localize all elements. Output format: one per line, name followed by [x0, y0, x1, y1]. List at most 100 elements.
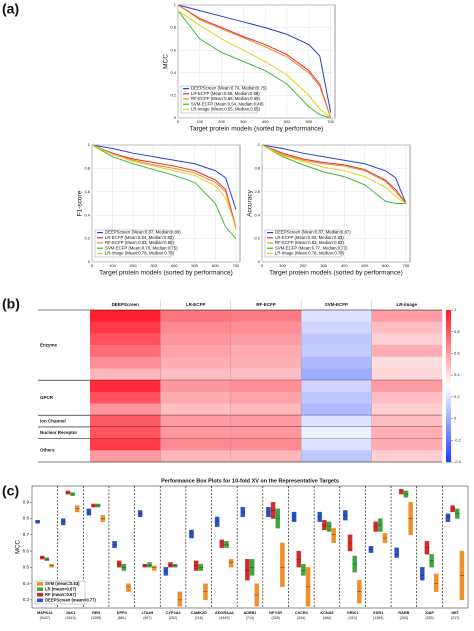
- heatmap-cell: [90, 321, 161, 334]
- heatmap-cell: [160, 333, 232, 346]
- colorbar-step: [446, 348, 451, 351]
- legend-label: RF (mean=0.67): [45, 592, 77, 597]
- y-tick-label: 0.4: [84, 212, 90, 217]
- x-tick-count: (1613): [65, 616, 75, 620]
- legend-swatch: [37, 587, 43, 592]
- y-tick-label: 0: [258, 259, 261, 264]
- colorbar-step: [446, 368, 451, 372]
- colorbar-step: [446, 406, 451, 410]
- heatmap-cell: [230, 333, 302, 346]
- colorbar-step: [446, 408, 451, 412]
- heatmap-cell: [160, 403, 232, 416]
- column-label: LR-ECFP: [186, 302, 206, 307]
- x-axis-label: Target protein models (sorted by perform…: [190, 126, 324, 133]
- x-tick-label: ESR1: [373, 611, 383, 615]
- heatmap-cell: [230, 380, 302, 393]
- colorbar-step: [446, 353, 451, 356]
- legend-label: LR-image (Mean:0.55, Median:0.55): [191, 107, 261, 112]
- colorbar-step: [446, 378, 451, 382]
- panel-label: (b): [2, 296, 20, 312]
- y-axis-label: Accuracy: [247, 189, 254, 216]
- colorbar-step: [446, 413, 451, 417]
- colorbar-step: [446, 315, 451, 318]
- group-label: Others: [40, 447, 55, 452]
- x-tick-label: REN: [92, 611, 100, 615]
- box: [147, 562, 152, 568]
- group-label: Nuclear Receptor: [40, 430, 78, 435]
- colorbar-step: [446, 365, 451, 369]
- series-line: [91, 144, 237, 228]
- group-label: Ion Channel: [40, 418, 66, 423]
- x-tick-label: 100: [196, 119, 203, 124]
- series-line: [261, 144, 407, 204]
- heatmap-cell: [371, 356, 443, 369]
- colorbar-step: [446, 325, 451, 329]
- heatmap-cell: [160, 438, 232, 451]
- y-tick-label: 0.6: [23, 548, 30, 553]
- legend-label: SVM (mean=0.53): [45, 581, 80, 586]
- colorbar-step: [446, 342, 451, 346]
- legend-label: LR-ECFP (Mean:0.83, Median:0.83): [275, 235, 344, 240]
- colorbar-step: [446, 441, 451, 445]
- colorbar-tick-label: 1: [454, 307, 457, 312]
- heatmap-cell: [90, 356, 161, 369]
- colorbar-step: [446, 393, 451, 397]
- colorbar-step: [446, 431, 451, 435]
- colorbar-step: [446, 360, 451, 364]
- legend-label: DEEPScreen (mean=0.77): [45, 597, 96, 602]
- heatmap-cell: [301, 368, 372, 381]
- x-tick-count: (484): [323, 616, 331, 620]
- y-tick-label: 0.2: [84, 236, 90, 241]
- legend-box: [180, 85, 258, 114]
- colorbar-tick-label: 0.2: [454, 394, 460, 399]
- heatmap-cell: [371, 403, 443, 416]
- x-tick-label: 100: [279, 263, 286, 268]
- colorbar-step: [446, 355, 451, 359]
- heatmap-cell: [230, 426, 302, 439]
- legend-box: [34, 580, 86, 605]
- colorbar-step: [446, 418, 451, 422]
- x-tick-label: 600: [305, 119, 312, 124]
- legend-swatch: [37, 593, 43, 597]
- y-axis-label: MCC: [16, 540, 22, 554]
- x-tick-label: XIAP: [425, 611, 434, 615]
- colorbar-step: [446, 317, 451, 321]
- group-label: GPCR: [40, 395, 54, 400]
- heatmap-cell: [371, 333, 443, 346]
- box: [280, 542, 285, 588]
- heatmap-cell: [301, 415, 372, 428]
- x-tick-count: (328): [271, 616, 279, 620]
- heatmap-cell: [160, 415, 232, 428]
- colorbar-step: [446, 370, 451, 374]
- box: [126, 583, 131, 592]
- x-tick-label: NET: [451, 611, 459, 615]
- heatmap-cell: [371, 310, 443, 322]
- x-tick-count: (4449): [219, 616, 229, 620]
- x-tick-count: (467): [143, 616, 151, 620]
- heatmap-cell: [371, 345, 443, 358]
- heatmap-cell: [301, 450, 372, 463]
- colorbar-step: [446, 411, 451, 415]
- series-line: [177, 4, 332, 119]
- heatmap-cell: [371, 391, 443, 404]
- legend-label: RF-ECFP (Mean:0.68, Median:0.69): [191, 96, 261, 101]
- colorbar-step: [446, 383, 451, 387]
- colorbar-step: [446, 337, 451, 341]
- heatmap-cell: [301, 345, 372, 358]
- series-line: [91, 144, 237, 210]
- colorbar-step: [446, 363, 451, 367]
- colorbar-step: [446, 388, 451, 392]
- x-tick-label: 700: [327, 119, 334, 124]
- legend-label: SVM-ECFP (Mean:0.78, Median:0.75): [105, 245, 178, 250]
- y-tick-label: 0.2: [254, 236, 260, 241]
- box: [177, 591, 183, 607]
- x-tick-label: 400: [341, 263, 348, 268]
- heatmap-cell: [371, 321, 443, 334]
- x-tick-label: 200: [300, 263, 307, 268]
- box: [301, 563, 306, 576]
- y-tick-label: 0: [174, 115, 177, 120]
- colorbar-step: [446, 327, 451, 331]
- legend-swatch: [37, 598, 43, 603]
- legend-label: SVM-ECFP (Mean:0.77, Median:0.73): [275, 245, 348, 250]
- x-tick-label: 500: [284, 119, 291, 124]
